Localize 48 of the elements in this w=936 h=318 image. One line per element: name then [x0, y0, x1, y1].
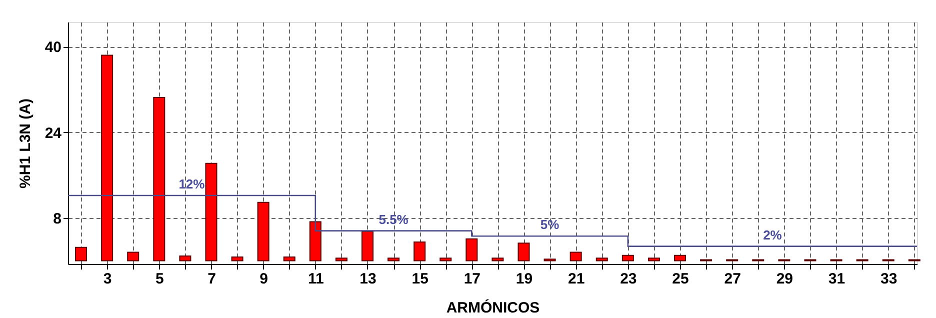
bar — [153, 96, 166, 262]
bar — [179, 255, 192, 262]
bar — [440, 258, 452, 262]
x-tick-label: 7 — [208, 270, 216, 288]
bar — [257, 202, 270, 262]
x-tick-label: 5 — [155, 270, 164, 288]
bar — [596, 258, 608, 262]
line-series — [67, 194, 918, 247]
x-tick-label: 15 — [412, 270, 428, 288]
bar — [648, 258, 660, 262]
x-tick-label: 11 — [308, 270, 324, 288]
x-tick-label: 13 — [360, 270, 376, 288]
bar — [127, 252, 140, 262]
bar — [283, 256, 296, 262]
bar — [414, 242, 426, 262]
bar — [466, 238, 478, 262]
x-tick-label: 17 — [464, 270, 481, 288]
x-tick-label: 9 — [260, 270, 268, 288]
x-tick-label: 19 — [516, 270, 533, 288]
bar — [674, 254, 686, 262]
x-tick-label: 23 — [620, 270, 637, 288]
bar — [335, 258, 348, 262]
annotation: 5% — [540, 217, 560, 232]
annotation: 2% — [763, 227, 782, 242]
x-tick-label: 3 — [103, 270, 112, 288]
x-tick-label: 33 — [880, 270, 898, 288]
bar — [388, 258, 400, 262]
bar — [205, 162, 218, 262]
annotation: 12% — [178, 176, 206, 192]
bar — [518, 242, 530, 262]
x-tick-label: 27 — [724, 270, 741, 288]
bar — [75, 246, 88, 262]
bar — [101, 54, 114, 262]
bar — [622, 254, 634, 262]
bar — [309, 221, 322, 262]
y-tick-label: 24 — [44, 124, 62, 142]
y-axis-title: %H1 L3N (A) — [16, 98, 34, 189]
y-tick-label: 40 — [44, 39, 62, 56]
x-tick-label: 29 — [776, 270, 794, 288]
x-axis-title: ARMÓNICOS — [446, 298, 540, 316]
x-tick-label: 31 — [828, 270, 846, 288]
bar — [231, 256, 244, 262]
bar — [570, 252, 582, 262]
bar — [492, 258, 504, 262]
bar — [361, 230, 374, 262]
x-tick-label: 21 — [568, 270, 585, 288]
x-tick-label: 25 — [672, 270, 689, 288]
y-tick-label: 8 — [53, 210, 62, 228]
